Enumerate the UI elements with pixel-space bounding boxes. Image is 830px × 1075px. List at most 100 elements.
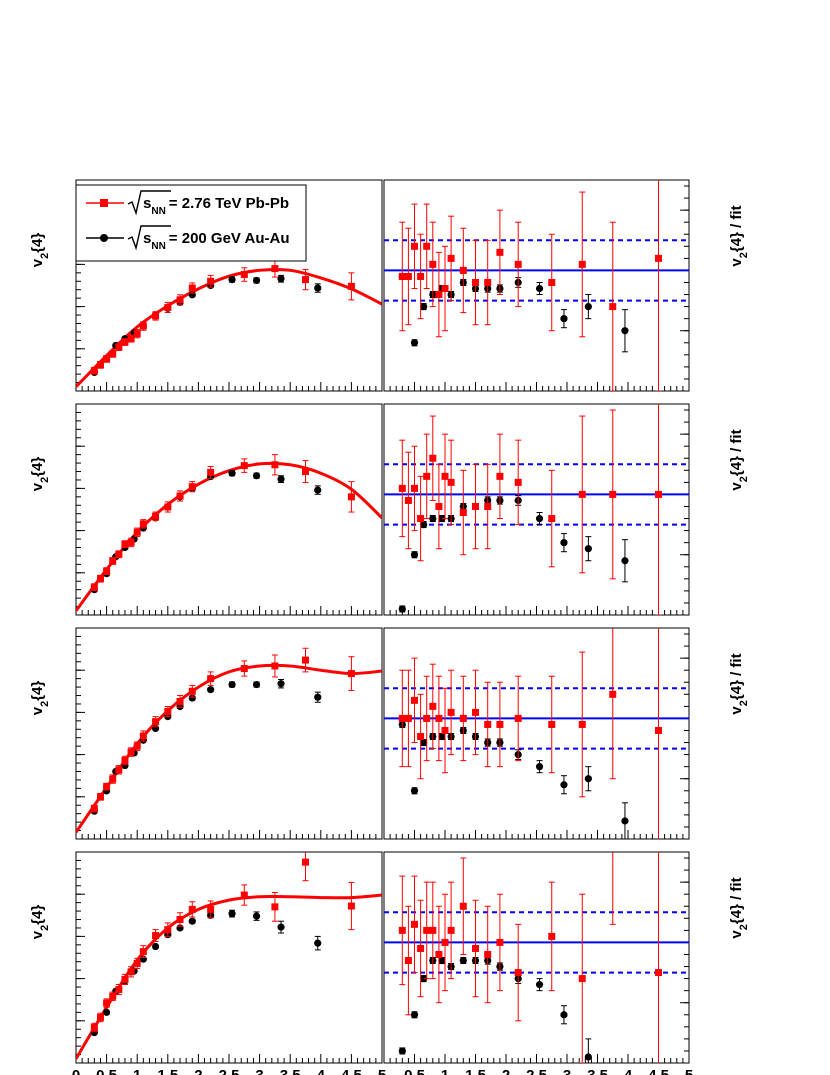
pbpb-point [109, 557, 117, 565]
pbpb-point [302, 656, 309, 664]
pbpb-point [347, 670, 355, 678]
ratio-pbpb-point [441, 726, 449, 734]
right-ylabel-rest: {4} / fit [728, 205, 745, 252]
pbpb-point [188, 687, 196, 695]
ratio-pbpb-point [655, 726, 662, 734]
ratio-pbpb-point [417, 944, 425, 952]
ratio-pbpb-point [423, 926, 431, 934]
ratio-pbpb-point [417, 733, 425, 741]
pbpb-point [152, 718, 160, 726]
pbpb-point [302, 276, 309, 284]
ratio-auau-point [560, 315, 568, 323]
right-ylabel-sub: 2 [738, 700, 750, 706]
fit-curve-1 [76, 267, 382, 388]
pbpb-point [133, 959, 141, 967]
pbpb-point [176, 492, 184, 500]
left-xtick-label: 4.5 [341, 1067, 362, 1075]
auau-point [252, 276, 261, 285]
pbpb-point [103, 567, 111, 575]
ratio-pbpb-point [484, 502, 492, 510]
ratio-pbpb-point [423, 472, 431, 480]
right-ylabel-sub: 2 [738, 252, 750, 258]
ratio-pbpb-point [609, 490, 617, 498]
ratio-pbpb-point [441, 285, 449, 293]
left-ylabel: v2{4} [29, 681, 51, 716]
pbpb-point [96, 1013, 104, 1021]
auau-point [228, 910, 236, 918]
ratio-auau-point [584, 545, 592, 553]
ratio-auau-point [560, 1011, 568, 1019]
pbpb-point [109, 992, 117, 1000]
pbpb-point [133, 330, 141, 338]
legend-box [75, 184, 307, 262]
right-xtick-label: 3 [563, 1067, 571, 1075]
pbpb-point [271, 903, 279, 911]
right-ylabel-rest: {4} / fit [728, 653, 745, 700]
left-ylabel-main: v [29, 482, 46, 491]
pbpb-point [133, 528, 141, 536]
ratio-auau-point [535, 284, 544, 293]
pbpb-point [90, 367, 98, 375]
pbpb-point [240, 462, 248, 470]
pbpb-point [347, 282, 355, 290]
left-ylabel-rest: {4} [29, 905, 46, 925]
ratio-auau-point [535, 981, 544, 989]
left-xtick-label: 0 [72, 1067, 80, 1075]
ratio-pbpb-point [459, 714, 467, 722]
ratio-pbpb-point [429, 454, 437, 462]
ratio-pbpb-point [429, 260, 437, 268]
right-ylabel-main: v [728, 706, 745, 715]
ratio-pbpb-point [441, 472, 449, 480]
ratio-pbpb-point [411, 920, 418, 928]
pbpb-point [188, 905, 196, 913]
ratio-pbpb-point [514, 714, 522, 722]
ratio-pbpb-point [496, 938, 504, 946]
auau-point [277, 680, 285, 688]
pbpb-point [240, 665, 248, 673]
ratio-pbpb-point [472, 708, 479, 716]
ratio-pbpb-point [398, 714, 406, 722]
pbpb-point [152, 512, 160, 520]
auau-point [252, 472, 261, 480]
pbpb-point [115, 550, 123, 558]
auau-point [314, 486, 322, 494]
legend-sqrt-0 [127, 190, 171, 216]
pbpb-point [96, 361, 104, 369]
legend-sqrt-1 [127, 225, 171, 251]
left-ylabel-sub: 2 [39, 701, 51, 707]
ratio-auau-point [560, 781, 568, 789]
left-ylabel-rest: {4} [29, 457, 46, 477]
pbpb-point [96, 575, 104, 583]
left-xtick-label: 5 [378, 1067, 386, 1075]
legend-label-prefix: s [143, 195, 151, 212]
pbpb-point [121, 540, 129, 548]
pbpb-point [271, 265, 279, 273]
pbpb-point [109, 350, 117, 358]
fit-curve-3 [76, 663, 382, 834]
pbpb-point [271, 461, 279, 469]
ratio-pbpb-point [423, 242, 431, 250]
ratio-auau-point [535, 763, 544, 771]
ratio-pbpb-point [459, 902, 467, 910]
pbpb-point [207, 675, 215, 683]
left-ylabel-rest: {4} [29, 233, 46, 253]
pbpb-point [90, 583, 98, 591]
ratio-pbpb-point [429, 702, 437, 710]
ratio-pbpb-point [447, 926, 455, 934]
pbpb-point [121, 757, 129, 765]
ratio-auau-point [535, 514, 544, 523]
left-xtick-label: 0.5 [96, 1067, 117, 1075]
pbpb-point [103, 783, 111, 791]
pbpb-point [133, 742, 141, 750]
right-ylabel-main: v [728, 258, 745, 267]
ratio-pbpb-point [447, 478, 455, 486]
ratio-pbpb-point [578, 260, 586, 268]
pbpb-point [176, 296, 184, 304]
pbpb-point [240, 271, 248, 279]
ratio-pbpb-point [472, 944, 479, 952]
ratio-pbpb-point [484, 950, 492, 958]
ratio-pbpb-point [548, 932, 556, 940]
ratio-pbpb-point [435, 502, 443, 510]
pbpb-point [121, 338, 129, 346]
